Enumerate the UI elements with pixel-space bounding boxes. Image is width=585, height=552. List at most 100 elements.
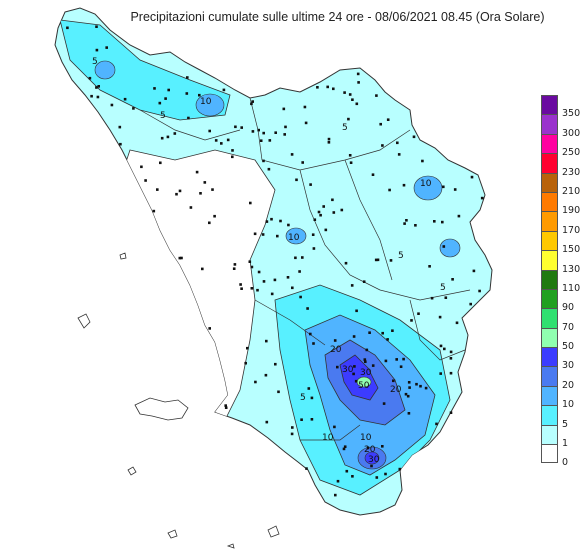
station-point	[435, 422, 438, 426]
legend-swatch	[541, 269, 558, 289]
station-point	[362, 280, 366, 283]
station-point	[167, 88, 170, 92]
station-point	[352, 372, 355, 376]
zone-30mm	[339, 354, 379, 401]
legend-label: 250	[562, 147, 581, 159]
station-point	[250, 287, 254, 290]
station-point	[265, 220, 269, 223]
station-point	[226, 138, 230, 142]
station-point	[222, 88, 226, 92]
station-point	[291, 426, 294, 429]
station-point	[391, 329, 394, 332]
islands	[77, 252, 280, 549]
station-point	[395, 358, 398, 361]
legend-item: 0	[541, 444, 585, 468]
station-point	[343, 91, 346, 94]
station-point	[213, 214, 216, 218]
station-point	[343, 445, 347, 448]
station-point	[305, 467, 308, 470]
station-point	[348, 154, 352, 157]
station-point	[349, 161, 353, 164]
station-point	[164, 97, 167, 100]
station-point	[251, 130, 255, 133]
island-gorgona	[119, 252, 127, 260]
station-point	[166, 135, 170, 139]
station-point	[354, 379, 358, 383]
station-point	[97, 85, 100, 88]
station-point	[301, 256, 304, 259]
legend-label: 50	[562, 341, 575, 353]
station-point	[324, 228, 328, 232]
legend-label: 210	[562, 185, 581, 197]
station-point	[371, 364, 375, 367]
station-point	[333, 425, 336, 429]
island-capraia	[77, 313, 91, 329]
station-point	[384, 472, 387, 476]
contour-label: 30	[360, 368, 372, 378]
station-point	[333, 339, 337, 342]
legend-item: 170	[541, 211, 585, 236]
station-point	[472, 269, 476, 273]
legend-label: 70	[562, 321, 575, 333]
legend-item: 70	[541, 308, 585, 333]
contour-label: 10	[322, 433, 334, 443]
station-point	[201, 267, 204, 271]
zone-10mm-north-1	[195, 93, 225, 117]
station-point	[381, 331, 384, 335]
station-point	[88, 76, 92, 80]
station-point	[355, 309, 358, 313]
legend-item: 230	[541, 153, 585, 178]
map-title: Precipitazioni cumulate sulle ultime 24 …	[130, 10, 545, 24]
station-point	[178, 189, 182, 193]
station-point	[340, 208, 344, 212]
station-point	[273, 278, 277, 282]
station-point	[407, 381, 411, 384]
island-elba	[134, 397, 189, 421]
station-point	[470, 175, 474, 179]
station-point	[153, 87, 156, 90]
station-point	[208, 129, 211, 133]
legend-label: 190	[562, 205, 581, 217]
station-point	[347, 117, 350, 121]
station-point	[404, 392, 408, 396]
station-point	[132, 107, 135, 110]
station-point	[379, 122, 382, 126]
station-point	[381, 144, 384, 147]
station-point	[415, 382, 418, 386]
station-point	[441, 220, 444, 224]
station-point	[410, 319, 413, 322]
station-point	[295, 178, 298, 182]
station-point	[396, 141, 399, 145]
legend-swatch	[541, 385, 558, 406]
station-point	[299, 295, 302, 299]
legend-swatch	[541, 211, 558, 231]
station-point	[279, 219, 282, 223]
station-point	[406, 394, 410, 398]
station-point	[443, 347, 446, 351]
station-point	[309, 183, 312, 186]
station-point	[386, 118, 390, 121]
station-point	[203, 181, 207, 184]
legend-swatch	[541, 308, 558, 328]
contour-label: 10	[200, 97, 212, 107]
station-point	[250, 265, 254, 269]
station-point	[350, 284, 354, 287]
station-point	[178, 256, 182, 260]
legend-item: 150	[541, 230, 585, 255]
station-point	[119, 142, 122, 146]
station-point	[366, 446, 370, 450]
station-point	[478, 289, 481, 293]
station-point	[239, 283, 242, 286]
legend-swatch	[541, 95, 558, 115]
legend-label: 20	[562, 379, 575, 391]
station-point	[376, 258, 380, 262]
station-point	[274, 131, 277, 134]
contour-label: 5	[300, 393, 306, 403]
station-point	[267, 167, 271, 171]
station-point	[254, 380, 257, 384]
legend-swatch	[541, 172, 558, 192]
station-point	[312, 342, 315, 345]
station-point	[352, 335, 356, 338]
station-point	[195, 170, 199, 174]
